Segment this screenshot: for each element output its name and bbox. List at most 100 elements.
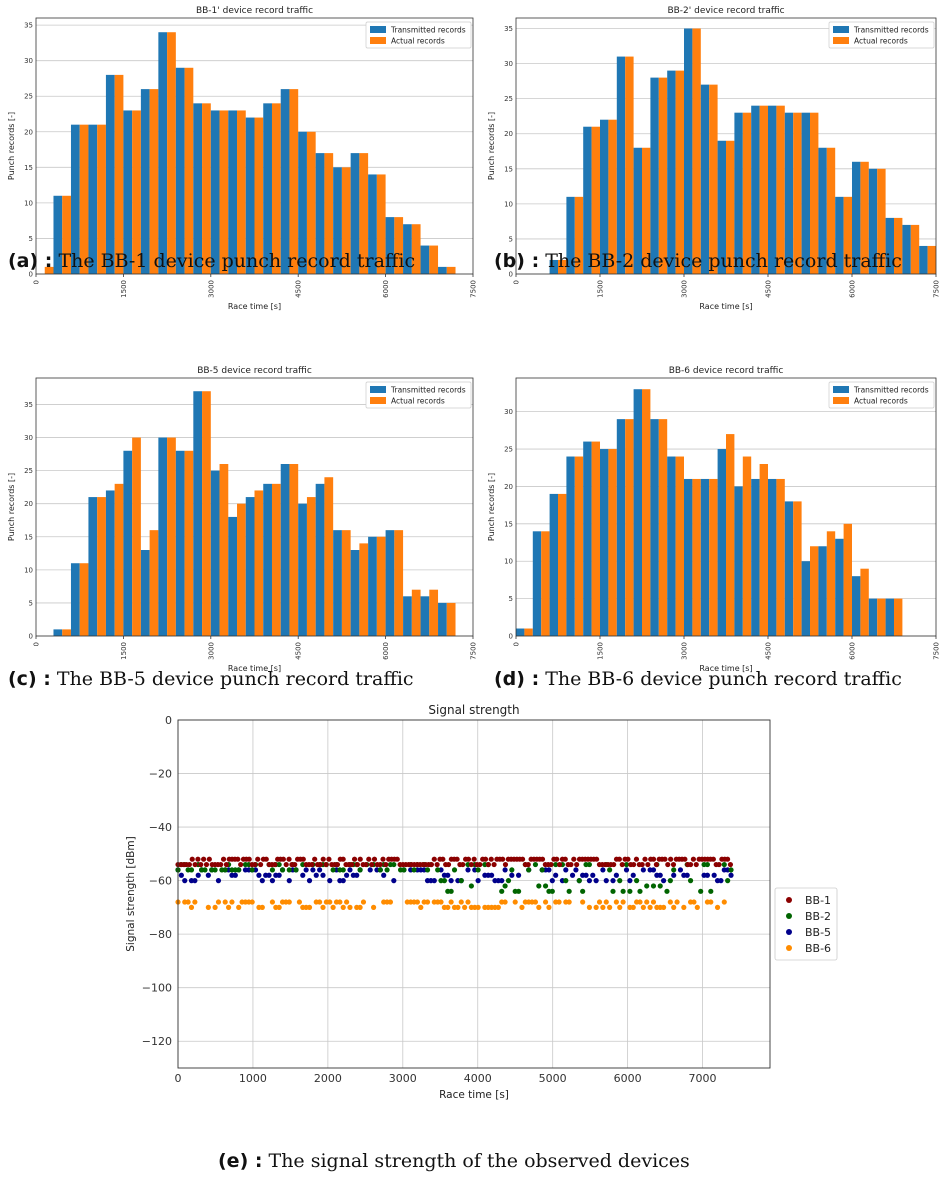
point-bb-2	[435, 867, 441, 873]
bar-transmitted	[835, 196, 844, 274]
y-axis-label: Punch records [-]	[7, 112, 16, 180]
point-bb-6	[671, 904, 677, 910]
point-bb-5	[593, 878, 599, 884]
point-bb-2	[586, 861, 593, 868]
point-bb-6	[586, 904, 593, 910]
bar-actual	[692, 478, 701, 636]
point-bb-6	[236, 904, 242, 910]
point-bb-5	[195, 872, 201, 878]
point-bb-6	[438, 899, 444, 905]
y-tick-label: 0	[29, 633, 33, 641]
bar-actual	[709, 84, 718, 275]
x-tick-label: 6000	[382, 280, 390, 298]
bar-actual	[237, 503, 246, 636]
bar-actual	[254, 117, 264, 274]
bar-actual	[324, 153, 334, 274]
y-tick-label: 15	[24, 164, 33, 172]
bar-transmitted	[53, 629, 63, 636]
point-bb-5	[344, 872, 350, 878]
y-tick-label: 20	[504, 483, 513, 491]
legend-swatch-actual	[370, 37, 386, 44]
y-tick-label: −100	[142, 982, 172, 995]
point-bb-2	[657, 883, 663, 889]
bar-actual	[114, 483, 124, 636]
bar-actual	[306, 131, 316, 274]
bar-actual	[742, 456, 752, 636]
legend-box	[828, 381, 935, 409]
point-bb-6	[644, 899, 650, 905]
point-bb-1	[218, 861, 224, 868]
point-bb-5	[286, 878, 292, 884]
bar-transmitted	[768, 478, 777, 636]
chart-b-svg: BB-2' device record traffic 0 5 10 15 20 25 30 3…	[487, 6, 941, 311]
plot-frame	[515, 17, 937, 275]
bar-transmitted	[350, 550, 360, 636]
y-tick-label: −60	[149, 875, 172, 888]
point-bb-1	[326, 856, 332, 862]
point-bb-1	[548, 861, 554, 868]
bar-transmitted	[616, 419, 626, 636]
point-bb-2	[664, 888, 670, 894]
point-bb-5	[728, 872, 734, 878]
legend-label-bb-2: BB-2	[805, 910, 831, 923]
caption-e-label: (e) :	[218, 1150, 263, 1172]
bar-transmitted	[333, 530, 342, 636]
legend-label-transmitted: Transmitted records	[390, 386, 466, 395]
point-bb-1	[519, 856, 526, 862]
bar-actual	[927, 245, 936, 274]
bar-actual	[97, 124, 106, 275]
point-bb-2	[650, 883, 657, 889]
y-tick-label: 10	[24, 199, 33, 207]
point-bb-6	[185, 899, 191, 905]
point-bb-1	[203, 861, 210, 868]
point-bb-1	[369, 861, 375, 868]
y-axis-label: Punch records [-]	[7, 473, 16, 541]
chart-d: BB-6 device record traffic 0 5 10 15 20 25 30 0 1…	[480, 362, 947, 682]
y-tick-label: 25	[504, 95, 513, 103]
bar-transmitted	[210, 110, 220, 274]
bar-transmitted	[385, 530, 395, 636]
x-tick-label: 4500	[295, 280, 303, 298]
bar-transmitted	[193, 391, 203, 636]
point-bb-5	[586, 878, 593, 884]
bar-transmitted	[516, 628, 525, 636]
point-bb-6	[215, 899, 222, 905]
y-tick-label: 20	[24, 128, 33, 136]
bar-transmitted	[245, 497, 255, 636]
point-bb-2	[451, 867, 458, 873]
chart-c: BB-5 device record traffic 0 5 10 15 20 25 30 35…	[0, 362, 478, 682]
point-bb-5	[613, 872, 619, 878]
x-tick-label: 1000	[239, 1072, 267, 1085]
legend-marker-bb-2	[786, 913, 792, 919]
point-bb-2	[725, 878, 731, 884]
point-bb-6	[536, 904, 542, 910]
bar-transmitted	[245, 117, 255, 274]
legend-swatch-actual	[833, 37, 849, 44]
bar-transmitted	[885, 217, 894, 274]
point-bb-1	[363, 861, 369, 868]
point-bb-1	[320, 856, 326, 862]
legend-label-transmitted: Transmitted records	[390, 26, 466, 35]
y-tick-label: 30	[504, 60, 513, 68]
point-bb-1	[198, 861, 204, 868]
bar-transmitted	[868, 168, 878, 274]
y-tick-label: 5	[29, 235, 33, 243]
point-bb-1	[556, 861, 563, 868]
point-bb-1	[383, 861, 389, 868]
y-tick-label: 30	[24, 434, 33, 442]
point-bb-1	[283, 861, 289, 868]
bar-actual	[826, 147, 836, 274]
point-bb-1	[317, 861, 323, 868]
bar-actual	[376, 174, 386, 274]
point-bb-5	[317, 867, 323, 873]
point-bb-6	[637, 899, 643, 905]
point-bb-1	[724, 856, 731, 862]
bar-transmitted	[549, 259, 558, 274]
y-axis-label: Punch records [-]	[487, 112, 496, 180]
bar-transmitted	[650, 77, 659, 274]
point-bb-5	[657, 872, 663, 878]
chart-d-svg: BB-6 device record traffic 0 5 10 15 20 25 30 0 1…	[487, 366, 941, 673]
point-bb-2	[448, 888, 454, 894]
bar-transmitted	[280, 89, 290, 274]
bar-actual	[411, 224, 421, 274]
